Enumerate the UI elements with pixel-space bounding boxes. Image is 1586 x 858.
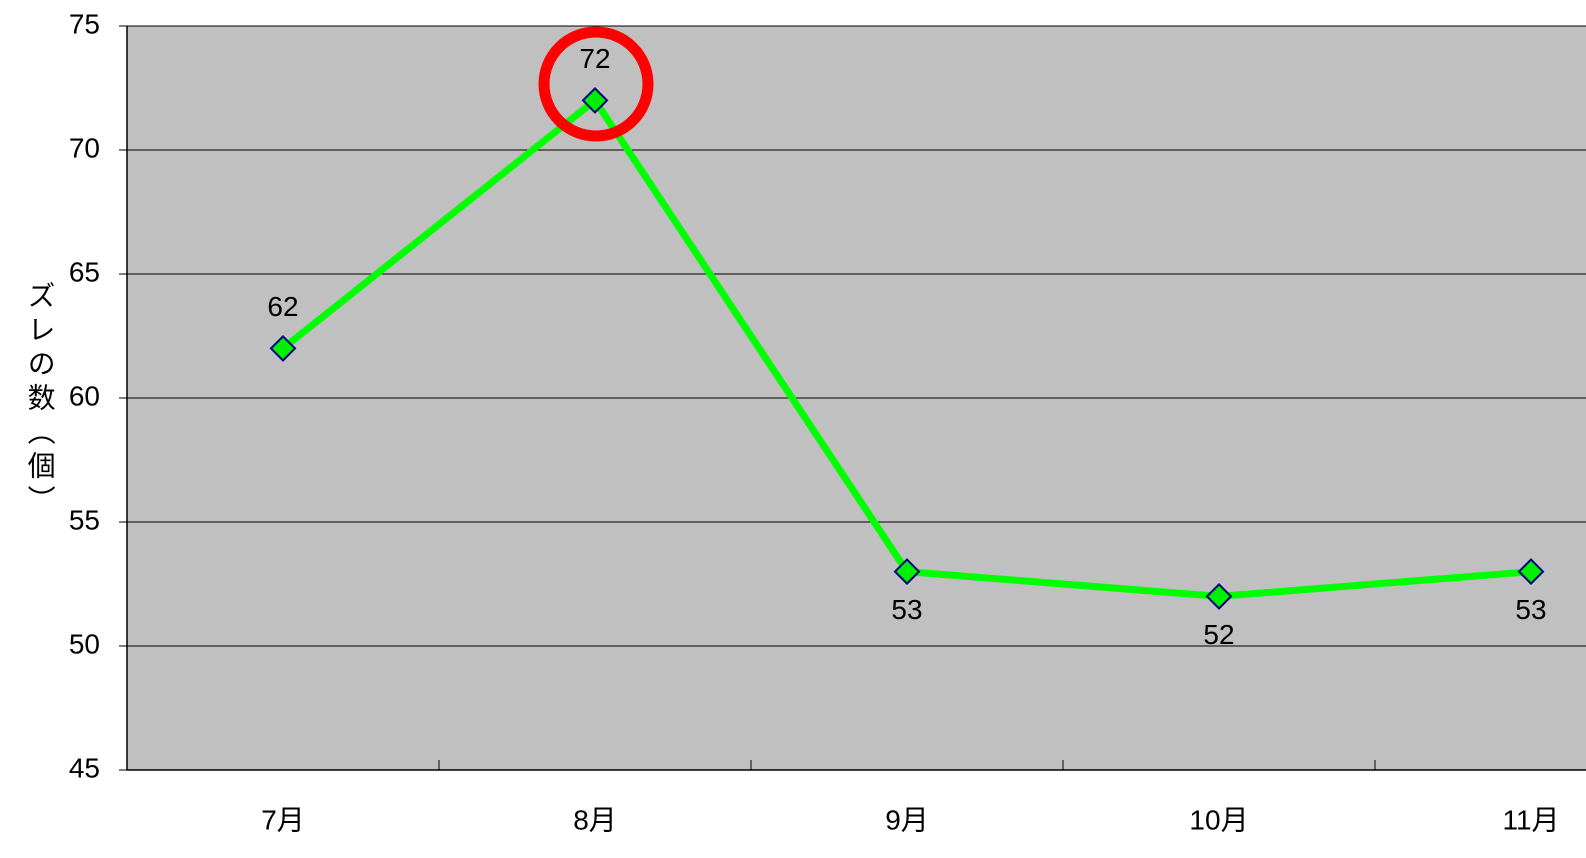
- marker: [581, 86, 609, 114]
- highlight-circle: [538, 26, 654, 142]
- x-tick-label: 10月: [1189, 804, 1248, 835]
- y-tick-label: 50: [69, 628, 100, 659]
- y-tick-label: 55: [69, 504, 100, 535]
- y-tick-label: 75: [69, 8, 100, 39]
- marker: [1205, 582, 1233, 610]
- y-tick-label: 65: [69, 256, 100, 287]
- y-axis-label: ズレの数（個）: [25, 281, 56, 519]
- data-label: 52: [1203, 619, 1234, 650]
- marker: [893, 558, 921, 586]
- marker: [1517, 558, 1545, 586]
- y-tick-label: 45: [69, 752, 100, 783]
- y-tick-label: 60: [69, 380, 100, 411]
- data-label: 72: [579, 43, 610, 74]
- data-label: 53: [891, 594, 922, 625]
- x-tick-label: 7月: [261, 804, 305, 835]
- data-label: 53: [1515, 594, 1546, 625]
- x-tick-label: 9月: [885, 804, 929, 835]
- y-tick-label: 70: [69, 132, 100, 163]
- marks: [269, 86, 1545, 610]
- x-tick-label: 11月: [1502, 804, 1559, 835]
- marker: [269, 334, 297, 362]
- data-label: 62: [267, 291, 298, 322]
- x-tick-label: 8月: [573, 804, 617, 835]
